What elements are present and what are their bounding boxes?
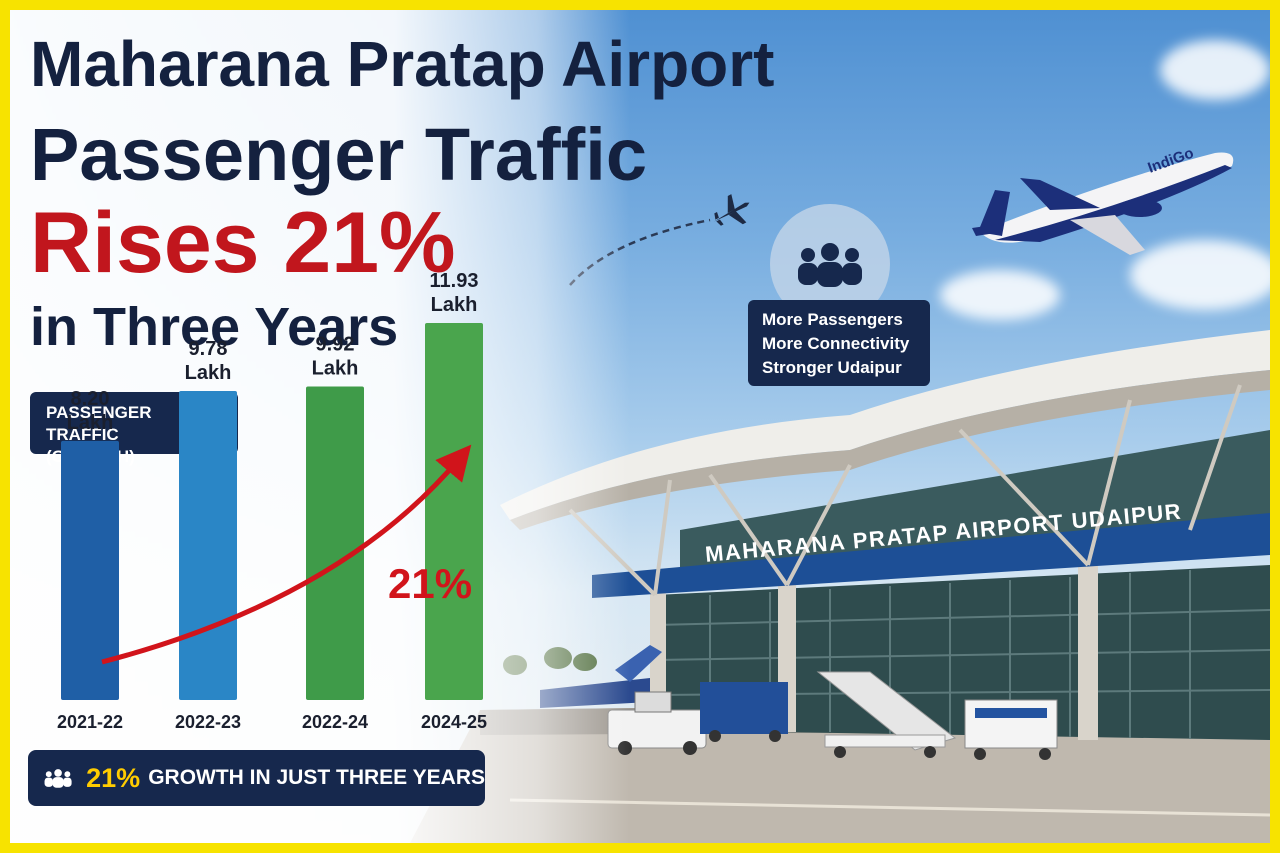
- bar: [425, 323, 483, 700]
- banner-text: GROWTH IN JUST THREE YEARS: [148, 766, 485, 789]
- x-tick-label: 2022-24: [302, 712, 368, 732]
- headline-line-1: Maharana Pratap Airport: [30, 28, 775, 100]
- headline-line-4: in Three Years: [30, 297, 399, 357]
- infographic-frame: IndiGo Maharana Pratap Airport Passenger…: [10, 10, 1270, 843]
- banner-percent: 21%: [86, 762, 141, 793]
- cloud: [1160, 40, 1270, 100]
- bar-unit-label: Lakh: [431, 294, 478, 316]
- bar-unit-label: Lakh: [312, 358, 359, 380]
- headline-line-2: Passenger Traffic: [30, 113, 647, 196]
- x-tick-label: 2021-22: [57, 712, 123, 732]
- growth-banner: 21% GROWTH IN JUST THREE YEARS: [28, 750, 485, 806]
- plane-icon: [714, 194, 750, 226]
- cloud: [940, 270, 1060, 320]
- message-line: More Connectivity: [762, 334, 910, 353]
- people-group-icon: [44, 769, 72, 788]
- bar: [306, 386, 364, 700]
- bar-unit-label: Lakh: [185, 362, 232, 384]
- headline-line-3: Rises 21%: [30, 195, 456, 291]
- message-box: More Passengers More Connectivity Strong…: [748, 300, 930, 386]
- bar-unit-label: Lakh: [67, 412, 114, 434]
- x-tick-label: 2022-23: [175, 712, 241, 732]
- bar: [179, 390, 237, 700]
- x-tick-label: 2024-25: [421, 712, 487, 732]
- message-line: More Passengers: [762, 310, 903, 329]
- bar: [61, 440, 119, 700]
- aircraft: IndiGo: [972, 145, 1234, 255]
- trend-annotation: 21%: [388, 560, 472, 607]
- message-line: Stronger Udaipur: [762, 358, 902, 377]
- cloud: [1130, 240, 1270, 310]
- bar-value-label: 8.20: [71, 388, 110, 410]
- bar-chart: 8.20Lakh2021-229.78Lakh2022-239.92Lakh20…: [57, 270, 487, 732]
- trend-arrow: [101, 444, 472, 665]
- bar-value-label: 11.93: [430, 270, 479, 292]
- bar-value-label: 9.92: [316, 334, 355, 356]
- bar-value-label: 9.78: [189, 338, 228, 360]
